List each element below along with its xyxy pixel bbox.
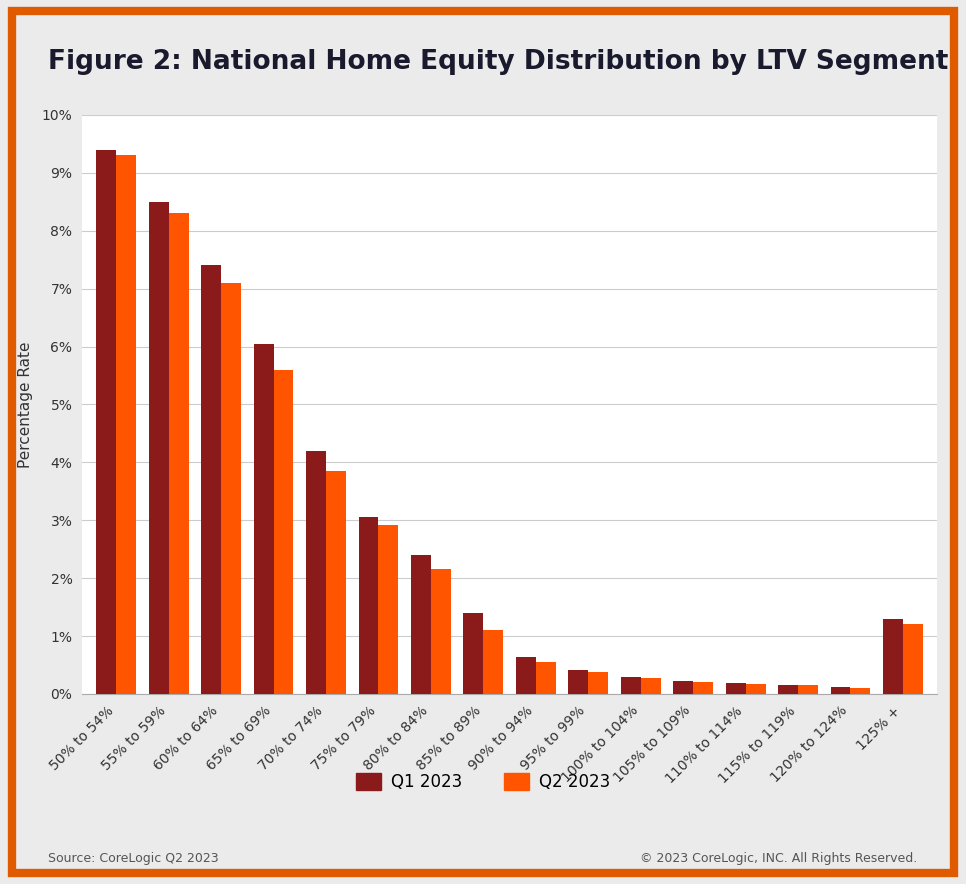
Bar <box>97 149 116 694</box>
Bar <box>201 265 221 694</box>
Bar <box>640 678 661 694</box>
Bar <box>850 688 870 694</box>
Bar <box>464 613 483 694</box>
Bar <box>673 682 694 694</box>
Bar <box>379 525 398 694</box>
Bar <box>169 213 188 694</box>
Bar <box>568 669 588 694</box>
Y-axis label: Percentage Rate: Percentage Rate <box>18 341 33 468</box>
Bar <box>903 624 923 694</box>
Bar <box>588 672 609 694</box>
Bar <box>411 555 431 694</box>
Bar <box>431 569 451 694</box>
Bar <box>306 451 326 694</box>
Legend: Q1 2023, Q2 2023: Q1 2023, Q2 2023 <box>350 766 616 798</box>
Bar <box>831 687 850 694</box>
Bar <box>326 471 346 694</box>
Text: Figure 2: National Home Equity Distribution by LTV Segment: Figure 2: National Home Equity Distribut… <box>48 49 949 74</box>
Bar <box>254 344 273 694</box>
Text: Source: CoreLogic Q2 2023: Source: CoreLogic Q2 2023 <box>48 851 219 865</box>
Bar <box>725 683 746 694</box>
Bar <box>621 676 640 694</box>
Bar <box>116 156 136 694</box>
Bar <box>483 630 503 694</box>
Bar <box>358 517 379 694</box>
Text: © 2023 CoreLogic, INC. All Rights Reserved.: © 2023 CoreLogic, INC. All Rights Reserv… <box>640 851 918 865</box>
Bar <box>746 683 765 694</box>
Bar <box>149 202 169 694</box>
Bar <box>883 619 903 694</box>
Bar <box>273 370 294 694</box>
Bar <box>778 685 798 694</box>
Bar <box>536 662 555 694</box>
Bar <box>221 283 242 694</box>
Bar <box>798 685 818 694</box>
Bar <box>516 658 536 694</box>
Bar <box>694 682 713 694</box>
